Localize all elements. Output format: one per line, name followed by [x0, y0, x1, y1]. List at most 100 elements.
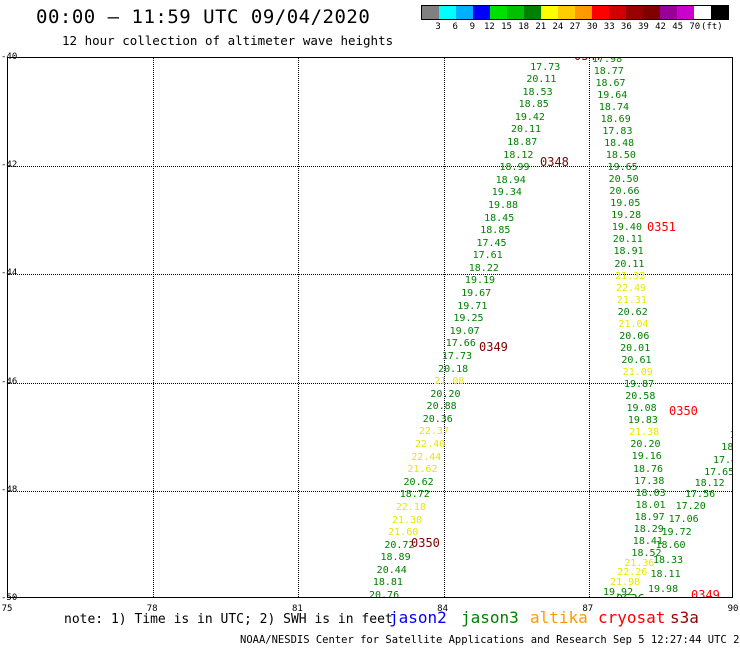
wave-height-value: 18.52: [631, 547, 662, 559]
wave-height-value: 19.64: [597, 89, 628, 101]
wave-height-value: 18.48: [604, 137, 635, 149]
wave-height-value: 18.22: [468, 262, 499, 274]
color-scale-label: 12: [484, 22, 495, 32]
wave-height-value: 18.29: [633, 523, 664, 535]
wave-height-value: 20.50: [608, 173, 639, 185]
wave-height-value: 19.7: [730, 431, 732, 441]
wave-height-value: 18.76: [632, 463, 664, 475]
color-scale-label: 33: [603, 22, 615, 32]
wave-height-value: 20.01: [620, 343, 651, 355]
wave-height-value: 18.74: [598, 101, 630, 113]
wave-height-value: 17.61: [472, 250, 503, 262]
color-swatch: [677, 6, 694, 19]
wave-height-value: 20.20: [630, 439, 661, 451]
time-tag: 0349: [691, 588, 720, 598]
wave-height-value: 20.18: [438, 363, 469, 375]
wave-height-value: 17.38: [634, 475, 665, 487]
y-tick-label: -40: [1, 52, 18, 62]
wave-height-value: 17.20: [675, 500, 706, 512]
wave-height-value: 20.66: [609, 186, 640, 198]
color-swatch: [643, 6, 660, 19]
y-tick-label: -46: [1, 376, 18, 387]
wave-height-value: 19.07: [449, 325, 480, 337]
wave-height-value: 22.40: [415, 439, 446, 451]
time-tag: 0351: [647, 220, 676, 234]
wave-height-value: 19.71: [457, 300, 488, 312]
wave-height-value: 18.01: [635, 499, 666, 511]
legend-item-jason3: jason3: [461, 608, 519, 627]
wave-height-value: 18.69: [600, 113, 631, 125]
units-note: note: 1) Time is in UTC; 2) SWH is in fe…: [64, 612, 393, 627]
x-tick-label: 90: [727, 604, 739, 614]
color-swatch: [592, 6, 609, 19]
wave-height-value: 18.91: [613, 246, 644, 258]
color-swatch: [558, 6, 575, 19]
color-scale-label: 45: [672, 22, 684, 32]
y-tick-label: -42: [1, 160, 18, 171]
wave-height-value: 19.72: [661, 526, 692, 538]
wave-height-value: 18.99: [499, 162, 530, 174]
wave-height-value: 21.98: [610, 577, 641, 589]
color-swatch: [609, 6, 626, 19]
wave-height-value: 20.76: [369, 590, 400, 598]
color-swatch: [626, 6, 643, 19]
color-scale-label: (ft): [701, 22, 723, 32]
x-tick-label: 81: [291, 604, 303, 614]
page-title: 00:00 – 11:59 UTC 09/04/2020: [36, 6, 371, 28]
wave-height-value: 19.05: [610, 198, 641, 210]
wave-height-value: 20.44: [376, 564, 407, 576]
wave-height-value: 22.49: [615, 282, 647, 294]
wave-height-value: 18.77: [593, 65, 624, 77]
wave-height-value: 17.06: [668, 513, 699, 525]
wave-height-value: 17.98: [592, 57, 623, 65]
wave-height-value: 20.11: [614, 258, 645, 270]
wave-height-value: 19.87: [623, 379, 655, 391]
y-tick-label: -48: [1, 484, 18, 495]
color-swatch: [507, 6, 524, 19]
wave-height-value: 20.88: [426, 401, 457, 413]
color-scale-label: 6: [452, 22, 458, 32]
wave-height-value: 19.92: [603, 587, 634, 598]
wave-height-value: 18.60: [655, 540, 686, 552]
color-scale-label: 18: [518, 22, 530, 32]
wave-height-value: 17.66: [445, 338, 476, 350]
color-swatch: [439, 6, 456, 19]
x-tick-label: 78: [146, 604, 158, 614]
page-subtitle: 12 hour collection of altimeter wave hei…: [62, 33, 394, 48]
color-swatch: [541, 6, 558, 19]
wave-height-value: 18.94: [495, 174, 526, 186]
color-scale-label: 42: [655, 22, 666, 32]
grid-line-horizontal: [8, 166, 732, 168]
wave-height-value: 20.11: [612, 234, 643, 246]
wave-height-value: 19.88: [487, 199, 519, 211]
wave-height-value: 17.45: [476, 237, 507, 249]
wave-height-value: 18.89: [380, 552, 411, 564]
y-tick-label: -44: [1, 268, 18, 279]
color-swatch: [660, 6, 677, 19]
wave-height-value: 18.72: [399, 489, 430, 501]
wave-height-value: 21.38: [629, 427, 660, 439]
wave-height-value: 21.30: [392, 514, 423, 526]
legend-item-jason2: jason2: [389, 608, 447, 627]
wave-height-value: 21.60: [388, 527, 419, 539]
wave-height-value: 19.67: [461, 288, 492, 300]
wave-height-value: 17.67: [534, 58, 564, 60]
wave-height-value: 18.81: [372, 577, 403, 589]
grid-line-vertical: [443, 58, 445, 597]
wave-height-value: 17.73: [530, 61, 561, 73]
legend-item-cryosat: cryosat: [598, 608, 666, 627]
wave-height-value: 20.20: [430, 388, 461, 400]
x-tick-label: 87: [582, 604, 594, 614]
wave-height-value: 18.12: [503, 149, 534, 161]
wave-height-value: 20.36: [422, 413, 453, 425]
credit-line: NOAA/NESDIS Center for Satellite Applica…: [240, 634, 740, 646]
wave-height-value: 18.85: [518, 99, 549, 111]
grid-line-horizontal: [8, 274, 732, 276]
color-scale-label: 9: [469, 22, 476, 32]
wave-height-value: 19.08: [626, 403, 657, 415]
wave-height-value: 18.12: [694, 477, 725, 489]
color-scale-label: 30: [586, 22, 598, 32]
wave-height-value: 19.42: [514, 111, 545, 123]
grid-line-horizontal: [8, 490, 732, 492]
wave-height-value: 18.00: [721, 442, 733, 454]
